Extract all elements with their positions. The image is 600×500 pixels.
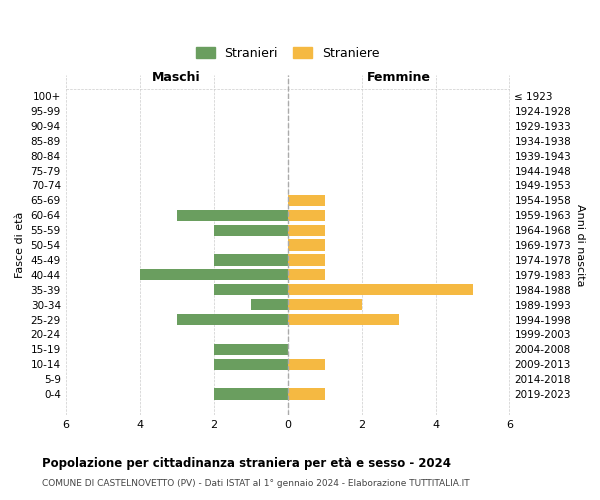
Bar (287, 314, 398, 325)
Bar (287, 254, 325, 266)
Y-axis label: Anni di nascita: Anni di nascita (575, 204, 585, 286)
Bar (214, 224, 287, 235)
Bar (287, 388, 325, 400)
Bar (176, 314, 287, 325)
Bar (287, 299, 362, 310)
Bar (287, 358, 325, 370)
Bar (214, 284, 287, 296)
Bar (214, 388, 287, 400)
Bar (214, 358, 287, 370)
Bar (140, 270, 287, 280)
Text: Maschi: Maschi (152, 71, 201, 84)
Bar (214, 254, 287, 266)
Bar (287, 224, 325, 235)
Bar (251, 299, 287, 310)
Bar (214, 344, 287, 355)
Text: Femmine: Femmine (367, 71, 431, 84)
Text: Popolazione per cittadinanza straniera per età e sesso - 2024: Popolazione per cittadinanza straniera p… (42, 458, 451, 470)
Bar (176, 210, 287, 221)
Bar (287, 210, 325, 221)
Bar (287, 240, 325, 250)
Y-axis label: Fasce di età: Fasce di età (15, 212, 25, 278)
Legend: Stranieri, Straniere: Stranieri, Straniere (190, 40, 386, 66)
Text: COMUNE DI CASTELNOVETTO (PV) - Dati ISTAT al 1° gennaio 2024 - Elaborazione TUTT: COMUNE DI CASTELNOVETTO (PV) - Dati ISTA… (42, 479, 470, 488)
Bar (287, 270, 325, 280)
Bar (287, 284, 473, 296)
Bar (287, 194, 325, 206)
